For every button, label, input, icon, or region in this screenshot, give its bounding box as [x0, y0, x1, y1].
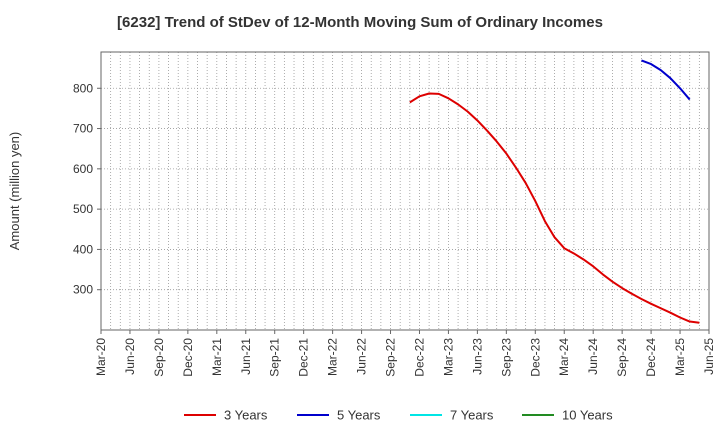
- x-tick-label: Dec-24: [644, 338, 658, 377]
- x-tick-label: Jun-20: [123, 338, 137, 375]
- series-line-3-years: [409, 92, 700, 324]
- x-tick-label: Dec-22: [412, 338, 426, 377]
- y-axis-label: Amount (million yen): [7, 132, 22, 251]
- y-axis-ticks: 300 400 500 600 700 800: [73, 81, 101, 297]
- x-tick-label: Jun-25: [702, 338, 716, 375]
- x-tick-label: Mar-21: [210, 338, 224, 376]
- x-tick-label: Sep-24: [615, 338, 629, 377]
- plot-border: [100, 51, 710, 331]
- x-tick-label: Dec-21: [297, 338, 311, 377]
- x-tick-label: Dec-20: [181, 338, 195, 377]
- x-tick-label: Jun-21: [239, 338, 253, 375]
- x-tick-label: Jun-23: [470, 338, 484, 375]
- x-tick-label: Mar-20: [94, 338, 108, 376]
- x-tick-label: Sep-21: [268, 338, 282, 377]
- x-tick-label: Mar-23: [441, 338, 455, 376]
- chart-title: [6232] Trend of StDev of 12-Month Moving…: [117, 14, 603, 31]
- plot-area: [101, 52, 709, 330]
- x-tick-label: Sep-22: [384, 338, 398, 377]
- legend: 3 Years 5 Years 7 Years 10 Years: [184, 408, 613, 423]
- legend-label-3-years: 3 Years: [224, 408, 268, 423]
- x-axis-ticks: Mar-20 Jun-20 Sep-20 Dec-20 Mar-21 Jun-21 Sep-…: [94, 330, 716, 377]
- y-tick-label: 600: [73, 162, 93, 176]
- x-tick-label: Mar-24: [557, 338, 571, 376]
- x-tick-label: Mar-25: [673, 338, 687, 376]
- x-tick-label: Mar-22: [326, 338, 340, 376]
- y-tick-label: 300: [73, 283, 93, 297]
- legend-label-7-years: 7 Years: [450, 408, 494, 423]
- x-tick-label: Jun-24: [586, 338, 600, 375]
- horizontal-grid: [101, 87, 709, 291]
- x-tick-label: Sep-23: [499, 338, 513, 377]
- series-line-5-years: [641, 59, 691, 101]
- legend-label-5-years: 5 Years: [337, 408, 381, 423]
- x-tick-label: Dec-23: [528, 338, 542, 377]
- y-tick-label: 800: [73, 81, 93, 95]
- legend-label-10-years: 10 Years: [562, 408, 613, 423]
- y-tick-label: 700: [73, 122, 93, 136]
- y-tick-label: 400: [73, 242, 93, 256]
- x-tick-label: Sep-20: [152, 338, 166, 377]
- series-lines: [409, 59, 700, 324]
- vertical-grid: [110, 52, 700, 330]
- x-tick-label: Jun-22: [355, 338, 369, 375]
- y-tick-label: 500: [73, 202, 93, 216]
